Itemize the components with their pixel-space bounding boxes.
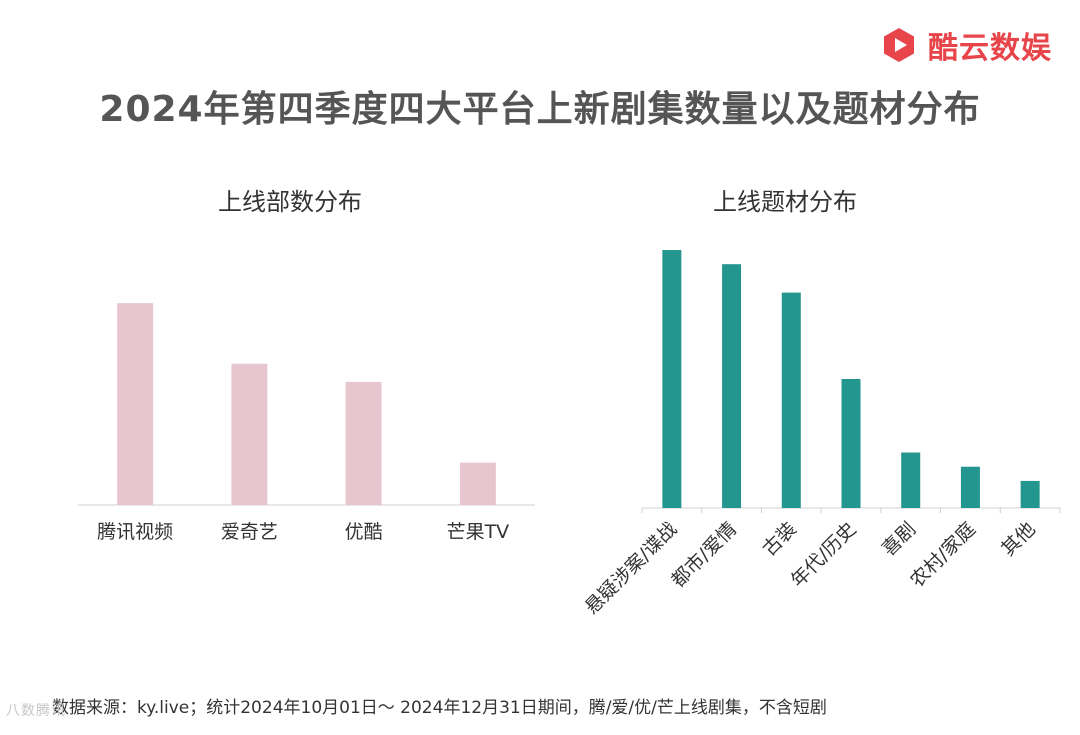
bar-0-1 (231, 363, 268, 505)
bar-1-1 (722, 264, 742, 508)
x-tick-label: 腾讯视频 (97, 521, 173, 543)
bar-1-3 (841, 379, 861, 508)
x-tick-label: 都市/爱情 (667, 518, 741, 592)
x-tick-label: 其他 (997, 518, 1039, 560)
x-tick-label: 优酷 (345, 521, 383, 543)
bar-1-6 (1020, 480, 1040, 508)
x-tick-label: 喜剧 (878, 518, 920, 560)
watermark: 八数腾讯 (6, 703, 66, 719)
bar-0-3 (459, 462, 496, 505)
chart-right-title: 上线题材分布 (713, 188, 857, 216)
data-source-note: 数据来源：ky.live；统计2024年10月01日～ 2024年12月31日期… (52, 698, 827, 718)
brand-logo: 酷云数娱 (880, 24, 1052, 66)
page-title: 2024年第四季度四大平台上新剧集数量以及题材分布 (99, 89, 981, 130)
bar-1-5 (960, 466, 980, 508)
chart-left-title: 上线部数分布 (218, 188, 362, 216)
brand-name: 酷云数娱 (928, 31, 1052, 66)
x-tick-label: 爱奇艺 (221, 521, 278, 543)
x-tick-label: 芒果TV (447, 521, 510, 543)
bar-0-2 (345, 381, 382, 505)
bar-1-0 (662, 250, 682, 508)
x-tick-label: 年代/历史 (787, 518, 861, 592)
x-tick-label: 悬疑涉案/谍战 (581, 518, 682, 619)
play-logo-icon (884, 28, 914, 62)
bar-1-4 (901, 452, 921, 508)
bar-0-0 (117, 303, 154, 505)
bar-1-2 (781, 292, 801, 508)
x-tick-label: 农村/家庭 (906, 518, 980, 592)
x-tick-label: 古装 (758, 518, 800, 560)
